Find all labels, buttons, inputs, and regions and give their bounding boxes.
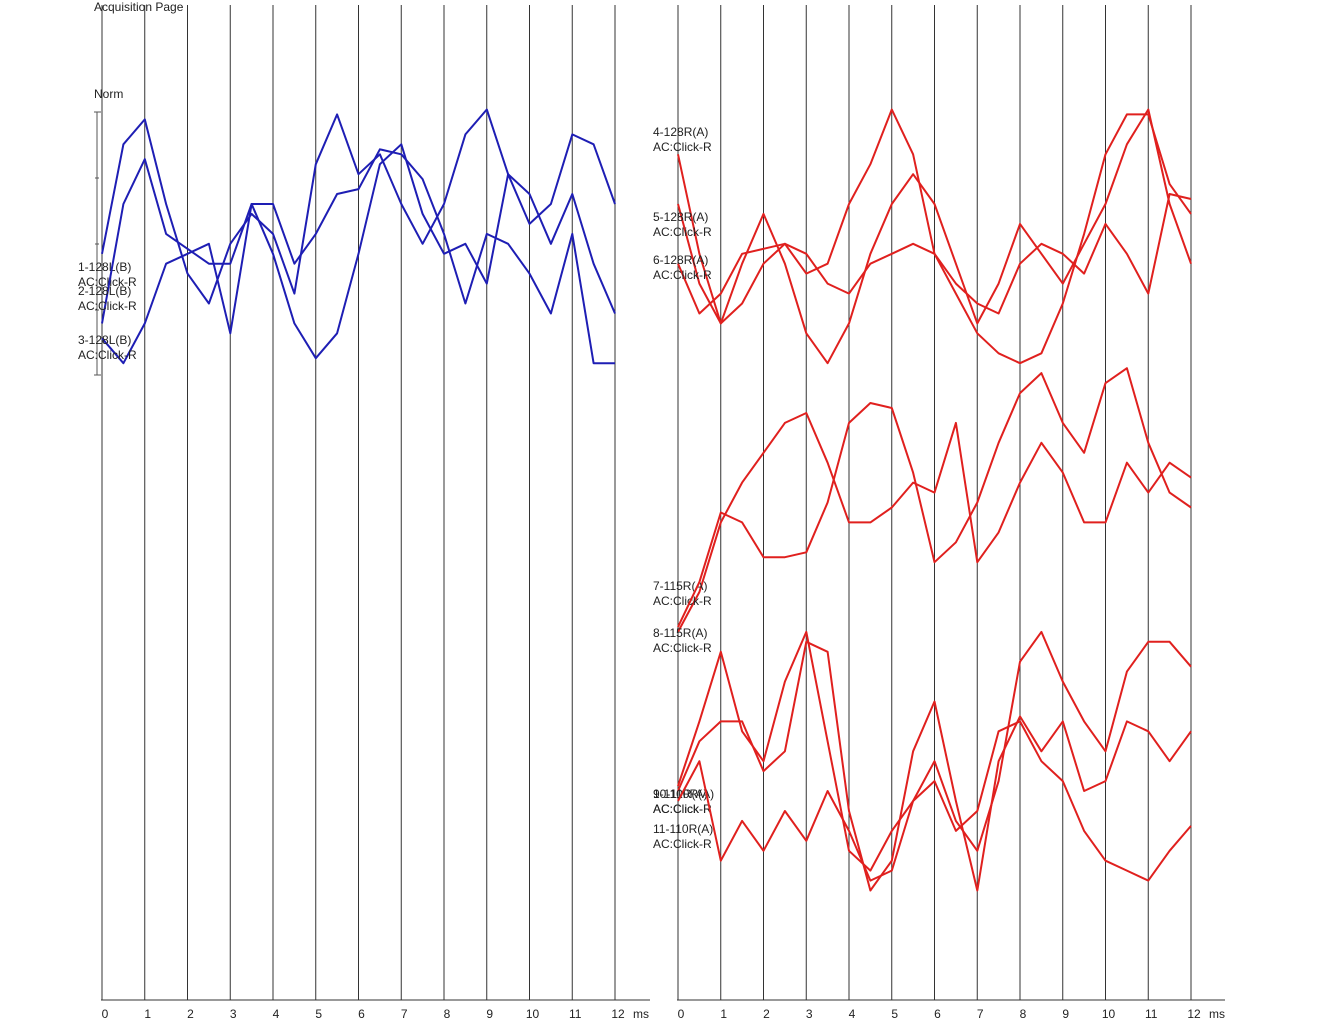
- trace-name: 5-128R(A): [653, 210, 708, 224]
- x-tick-label: 3: [230, 1007, 237, 1021]
- x-tick-label: 5: [315, 1007, 322, 1021]
- x-axis-label: ms: [1209, 1007, 1225, 1021]
- scale-bar: [94, 111, 101, 376]
- x-tick-label: 3: [806, 1007, 813, 1021]
- trace-name: 4-128R(A): [653, 125, 708, 139]
- waveform: [677, 193, 1192, 315]
- waveform: [101, 143, 616, 360]
- x-tick-label: 12: [611, 1007, 625, 1021]
- trace-stimulus: AC:Click-R: [78, 348, 137, 362]
- trace-name: 9-110R(A): [653, 787, 707, 801]
- trace-stimulus: AC:Click-R: [653, 641, 712, 655]
- waveform: [101, 108, 616, 305]
- waveform: [677, 108, 1192, 365]
- x-tick-label: 8: [1020, 1007, 1027, 1021]
- x-tick-label: 4: [273, 1007, 280, 1021]
- x-tick-label: 5: [891, 1007, 898, 1021]
- waveform: [677, 630, 1192, 872]
- x-tick-label: 1: [144, 1007, 151, 1021]
- x-tick-label: 2: [187, 1007, 194, 1021]
- trace-name: 7-115R(A): [653, 579, 707, 593]
- x-tick-label: 4: [849, 1007, 856, 1021]
- x-tick-label: 7: [401, 1007, 408, 1021]
- x-tick-label: 10: [526, 1007, 540, 1021]
- trace-name: 11-110R(A): [653, 822, 713, 836]
- x-tick-label: 1: [720, 1007, 727, 1021]
- trace-stimulus: AC:Click-R: [653, 802, 712, 816]
- trace-stimulus: AC:Click-R: [653, 837, 712, 851]
- x-axis-label: ms: [633, 1007, 649, 1021]
- waveform: [677, 367, 1192, 628]
- waveform: [677, 412, 1192, 633]
- x-tick-label: 9: [486, 1007, 493, 1021]
- x-tick-label: 6: [934, 1007, 941, 1021]
- trace-stimulus: AC:Click-R: [653, 225, 712, 239]
- x-tick-label: 2: [763, 1007, 770, 1021]
- x-tick-label: 7: [977, 1007, 984, 1021]
- x-tick-label: 9: [1062, 1007, 1069, 1021]
- trace-name: 10-110R(A): [653, 787, 714, 801]
- trace-stimulus: AC:Click-R: [653, 802, 712, 816]
- trace-name: 2-128L(B): [78, 284, 131, 298]
- trace-stimulus: AC:Click-R: [653, 268, 712, 282]
- page-title: Acquisition Page: [94, 0, 184, 14]
- x-tick-label: 11: [569, 1007, 582, 1021]
- trace-name: 1-128L(B): [78, 260, 131, 274]
- waveform: [677, 720, 1192, 882]
- x-tick-label: 0: [102, 1007, 109, 1021]
- trace-name: 3-128L(B): [78, 333, 131, 347]
- scale-label: Norm: [94, 87, 123, 101]
- trace-name: 6-128R(A): [653, 253, 708, 267]
- x-tick-label: 10: [1102, 1007, 1116, 1021]
- x-tick-label: 12: [1187, 1007, 1201, 1021]
- trace-stimulus: AC:Click-R: [78, 299, 137, 313]
- x-tick-label: 8: [444, 1007, 451, 1021]
- trace-stimulus: AC:Click-R: [653, 594, 712, 608]
- x-tick-label: 0: [678, 1007, 685, 1021]
- trace-name: 8-115R(A): [653, 626, 707, 640]
- trace-stimulus: AC:Click-R: [78, 275, 137, 289]
- trace-stimulus: AC:Click-R: [653, 140, 712, 154]
- x-tick-label: 11: [1145, 1007, 1158, 1021]
- x-tick-label: 6: [358, 1007, 365, 1021]
- waveform: [101, 148, 615, 365]
- waveform: [677, 640, 1192, 892]
